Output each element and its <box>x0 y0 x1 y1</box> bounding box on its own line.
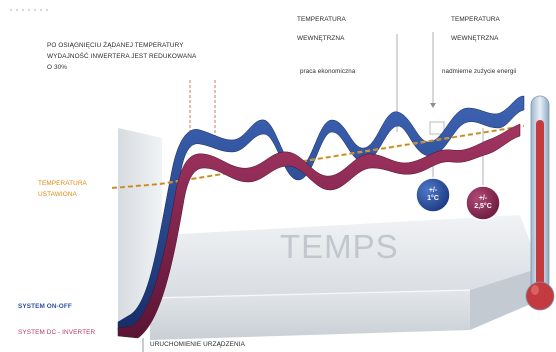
indoor-temp-label-1-line2: WEWNĘTRZNA <box>297 35 345 42</box>
inverter-tolerance-sign: +/- <box>428 187 438 194</box>
thermometer-icon <box>525 95 555 311</box>
system-inverter-legend: SYSTEM DC - INVERTER <box>18 329 96 336</box>
indoor-temp-label-2-line2: WEWNĘTRZNA <box>451 35 499 42</box>
platform-front <box>150 290 470 340</box>
onoff-tolerance-text: +/- 2,5°C <box>468 195 498 211</box>
onoff-tolerance-badge <box>465 185 501 221</box>
energy-loss-label: nadmierne zużycie energii <box>442 68 517 75</box>
onoff-tolerance-sign: +/- <box>478 195 488 202</box>
decorative-dots <box>8 8 48 12</box>
platform-side <box>470 268 540 330</box>
power-reduction-label-line2: WYDAJNOŚĆ INWERTERA JEST REDUKOWANA <box>47 53 197 60</box>
set-temperature-label-line2: USTAWIONA <box>38 191 77 198</box>
set-temperature-label-line1: TEMPERATURA <box>38 180 87 187</box>
on-off-temperature-curve <box>117 95 525 331</box>
economic-operation-label: praca ekonomiczna <box>300 68 356 75</box>
onoff-tolerance-value: 2,5°C <box>474 203 492 210</box>
time-axis-label: TEMPS <box>280 228 399 265</box>
inverter-tolerance-value: 1°C <box>427 195 439 202</box>
inverter-tolerance-badge <box>415 177 451 213</box>
platform-top <box>158 215 540 300</box>
system-on-off-legend: SYSTEM ON-OFF <box>18 303 72 310</box>
power-reduction-label-line3: O 30% <box>47 64 68 71</box>
indoor-temp-label-2-line1: TEMPERATURA <box>451 16 500 23</box>
device-start-label: URUCHOMIENIE URZĄDZENIA <box>150 341 245 348</box>
indoor-temp-label-1-line1: TEMPERATURA <box>297 16 346 23</box>
inverter-temperature-curve <box>117 123 521 339</box>
power-reduction-label-line1: PO OSIĄGNIĘCIU ŻĄDANEJ TEMPERATURY <box>47 42 184 49</box>
inverter-tolerance-text: +/- 1°C <box>418 187 448 203</box>
